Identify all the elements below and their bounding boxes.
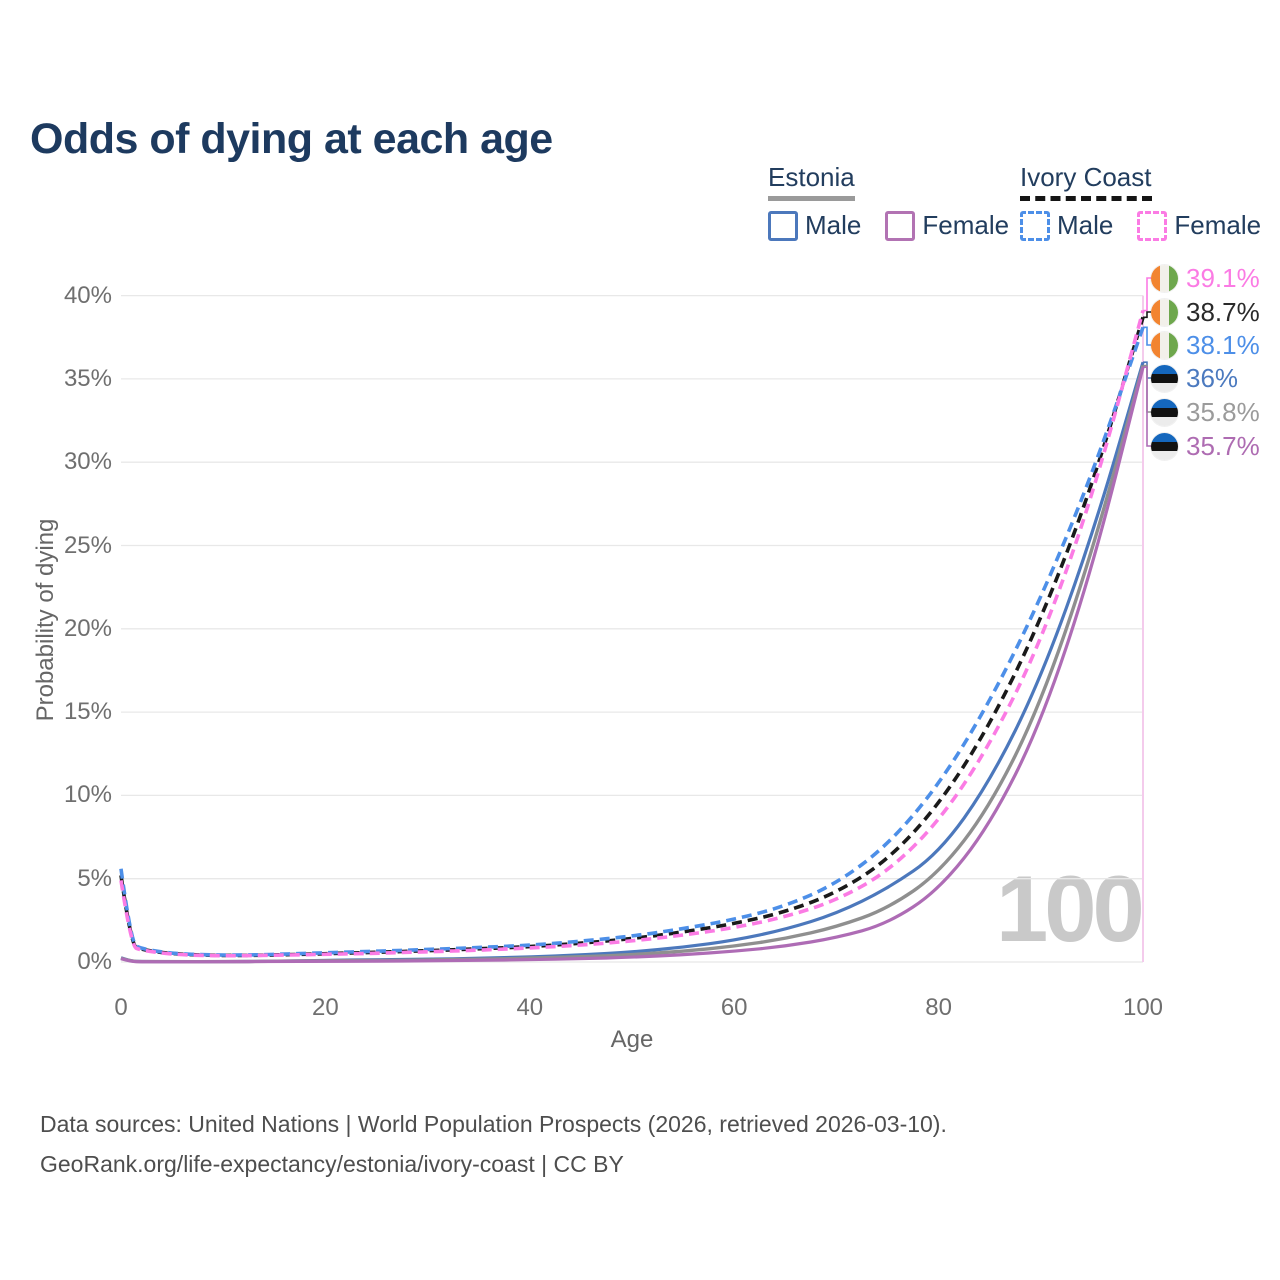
value-label-row: 38.7% <box>1151 297 1260 327</box>
legend-item-ivory-coast-female[interactable]: Female <box>1137 210 1261 241</box>
value-label-leader-line <box>1143 361 1151 379</box>
footer-attribution: GeoRank.org/life-expectancy/estonia/ivor… <box>40 1151 624 1177</box>
value-label-row: 38.1% <box>1151 330 1260 360</box>
value-label-row: 39.1% <box>1151 263 1260 293</box>
hover-age-watermark: 100 <box>996 856 1145 961</box>
estonia-flag-icon <box>1151 364 1178 392</box>
x-tick-label: 0 <box>114 994 128 1021</box>
series-line-ivory-coast-average <box>119 316 1145 958</box>
legend-item-estonia-female[interactable]: Female <box>885 210 1009 241</box>
value-label-text: 38.7% <box>1186 296 1260 327</box>
value-label-leader-line <box>1143 364 1151 413</box>
ivory-coast-flag-icon <box>1151 298 1178 326</box>
legend-item-label: Female <box>1174 210 1262 240</box>
estonia-flag-icon <box>1151 432 1178 460</box>
legend-header-estonia: Estonia <box>768 162 855 201</box>
x-tick-label: 20 <box>312 994 339 1021</box>
legend-items-row: Male Female <box>768 210 1009 241</box>
series-line-ivory-coast-male <box>119 326 1145 957</box>
ivory-coast-flag-icon <box>1151 264 1178 292</box>
footer: Data sources: United Nations | World Pop… <box>40 1104 947 1184</box>
y-tick-label: 5% <box>77 864 112 892</box>
series-line-ivory-coast-female <box>119 310 1145 958</box>
legend-swatch-icon <box>1137 210 1168 241</box>
estonia-flag-icon <box>1151 398 1178 426</box>
ivory-coast-flag-icon <box>1151 331 1178 359</box>
legend-swatch-icon <box>768 210 798 241</box>
series-line-estonia-male <box>120 361 1145 964</box>
y-tick-label: 0% <box>77 948 112 975</box>
series-line-estonia-female <box>120 366 1145 964</box>
x-tick-label: 40 <box>516 994 544 1021</box>
y-tick-label: 15% <box>63 698 112 726</box>
value-label-text: 38.1% <box>1186 329 1260 360</box>
y-tick-label: 35% <box>63 364 112 392</box>
x-tick-label: 80 <box>925 994 952 1021</box>
legend-item-ivory-coast-male[interactable]: Male <box>1020 210 1113 241</box>
x-tick-label: 100 <box>1122 994 1164 1021</box>
value-label-text: 36% <box>1186 362 1239 393</box>
legend-swatch-icon <box>1020 210 1050 241</box>
legend-item-label: Male <box>805 210 862 240</box>
legend-swatch-icon <box>885 210 916 241</box>
legend-header-ivory-coast: Ivory Coast <box>1020 162 1152 201</box>
value-label-text: 35.8% <box>1186 396 1260 427</box>
value-label-text: 35.7% <box>1186 430 1260 461</box>
y-tick-label: 25% <box>63 531 112 559</box>
value-label-row: 36% <box>1151 363 1238 393</box>
legend-group-estonia: Estonia Male Female <box>768 162 1009 241</box>
legend-item-label: Male <box>1057 210 1114 240</box>
legend-item-estonia-male[interactable]: Male <box>768 210 861 241</box>
y-tick-label: 20% <box>63 614 112 642</box>
value-label-leader-line <box>1143 366 1151 447</box>
y-tick-label: 10% <box>63 781 112 809</box>
x-tick-label: 60 <box>720 994 748 1021</box>
series-line-estonia-average <box>120 365 1145 964</box>
value-label-leader-line <box>1143 326 1151 346</box>
y-tick-label: 30% <box>63 448 112 476</box>
y-tick-label: 40% <box>63 281 112 309</box>
value-label-row: 35.7% <box>1151 431 1260 461</box>
legend-item-label: Female <box>922 210 1010 240</box>
legend-group-ivory-coast: Ivory Coast Male Female <box>1020 162 1261 241</box>
page-title: Odds of dying at each age <box>30 114 553 163</box>
footer-data-sources: Data sources: United Nations | World Pop… <box>40 1111 947 1137</box>
value-label-row: 35.8% <box>1151 397 1260 427</box>
legend-items-row: Male Female <box>1020 210 1261 241</box>
value-label-leader-line <box>1143 277 1151 312</box>
value-label-leader-line <box>1143 311 1151 319</box>
x-axis-title: Age <box>610 1026 654 1053</box>
value-label-text: 39.1% <box>1186 262 1260 293</box>
